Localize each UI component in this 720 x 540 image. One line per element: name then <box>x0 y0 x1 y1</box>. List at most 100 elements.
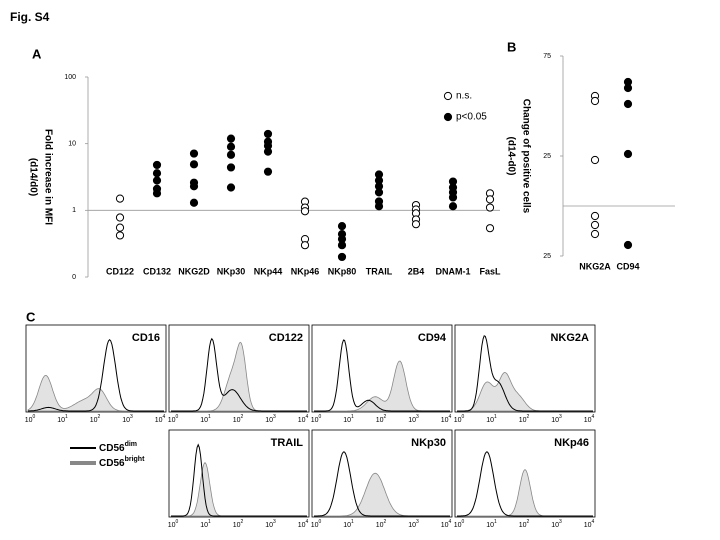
tick-exponent: 1 <box>351 414 354 420</box>
x-tick-label: 104 <box>298 414 309 424</box>
x-tick-label: 103 <box>551 519 562 529</box>
tick-exponent: 4 <box>163 414 166 420</box>
tick-exponent: 0 <box>33 414 36 420</box>
data-point <box>590 96 600 106</box>
x-tick-label: 103 <box>408 414 419 424</box>
data-point <box>590 211 600 221</box>
x-tick-label: NKG2A <box>579 261 611 271</box>
tick-exponent: 0 <box>462 414 465 420</box>
x-tick-label: 100 <box>311 519 322 529</box>
dim-histogram <box>314 451 450 517</box>
tick-exponent: 3 <box>416 519 419 525</box>
data-point <box>485 195 495 204</box>
data-point <box>115 231 125 240</box>
tick-exponent: 4 <box>306 414 309 420</box>
tick-exponent: 4 <box>592 414 595 420</box>
tick-base: 10 <box>168 522 176 529</box>
x-tick-label: 102 <box>376 414 387 424</box>
tick-base: 10 <box>122 417 130 424</box>
tick-base: 10 <box>519 522 527 529</box>
x-tick-label: 101 <box>343 414 354 424</box>
tick-exponent: 0 <box>319 414 322 420</box>
tick-base: 10 <box>90 417 98 424</box>
x-tick-label: NKp44 <box>254 266 283 276</box>
x-tick-label: 103 <box>122 414 133 424</box>
tick-base: 10 <box>454 417 462 424</box>
tick-base: 10 <box>343 522 351 529</box>
data-point <box>411 220 421 229</box>
x-tick-label: 103 <box>408 519 419 529</box>
dim-histogram <box>27 338 164 412</box>
x-tick-label: 100 <box>311 414 322 424</box>
tick-exponent: 2 <box>241 519 244 525</box>
data-point <box>623 99 633 109</box>
tick-base: 10 <box>551 417 559 424</box>
data-point <box>300 207 310 216</box>
data-point <box>189 198 199 207</box>
tick-exponent: 4 <box>449 519 452 525</box>
tick-base: 10 <box>551 522 559 529</box>
data-point <box>189 160 199 169</box>
y-axis-label: (d14/d0) <box>27 158 38 196</box>
data-point <box>485 203 495 212</box>
tick-base: 10 <box>298 522 306 529</box>
tick-exponent: 4 <box>592 519 595 525</box>
x-tick-label: 103 <box>265 414 276 424</box>
tick-base: 10 <box>486 522 494 529</box>
tick-exponent: 3 <box>559 519 562 525</box>
data-point <box>226 134 236 143</box>
data-point <box>485 224 495 233</box>
legend-label: CD56bright <box>99 456 145 469</box>
data-point <box>189 182 199 191</box>
x-tick-label: 102 <box>233 519 244 529</box>
x-tick-label: 100 <box>168 519 179 529</box>
data-point <box>115 213 125 222</box>
x-tick-label: 102 <box>233 414 244 424</box>
y-tick-label: 1 <box>72 207 76 214</box>
x-tick-label: 101 <box>57 414 68 424</box>
tick-base: 10 <box>168 417 176 424</box>
data-point <box>226 150 236 159</box>
y-tick-label: 75 <box>543 53 551 60</box>
panel-label: B <box>507 39 516 54</box>
tick-exponent: 3 <box>130 414 133 420</box>
tick-base: 10 <box>519 417 527 424</box>
tick-base: 10 <box>584 522 592 529</box>
tick-exponent: 3 <box>273 414 276 420</box>
data-point <box>263 147 273 156</box>
tick-exponent: 1 <box>208 414 211 420</box>
dim-histogram <box>314 339 450 412</box>
tick-base: 10 <box>441 522 449 529</box>
tick-exponent: 1 <box>351 519 354 525</box>
x-tick-label: 100 <box>454 414 465 424</box>
dim-histogram <box>171 443 307 517</box>
y-tick-label: 25 <box>543 253 551 260</box>
x-tick-label: 101 <box>486 414 497 424</box>
legend-marker <box>443 91 453 101</box>
tick-exponent: 3 <box>559 414 562 420</box>
tick-exponent: 0 <box>319 519 322 525</box>
tick-exponent: 4 <box>306 519 309 525</box>
tick-exponent: 2 <box>241 414 244 420</box>
tick-base: 10 <box>265 522 273 529</box>
tick-exponent: 3 <box>273 519 276 525</box>
histogram-name: CD16 <box>132 332 160 344</box>
data-point <box>152 189 162 198</box>
x-tick-label: 102 <box>519 414 530 424</box>
tick-base: 10 <box>408 417 416 424</box>
legend-sup: bright <box>125 456 145 463</box>
x-tick-label: 101 <box>486 519 497 529</box>
x-tick-label: 102 <box>90 414 101 424</box>
tick-base: 10 <box>311 522 319 529</box>
tick-exponent: 1 <box>494 519 497 525</box>
data-point <box>623 83 633 93</box>
y-tick-label: 10 <box>68 141 76 148</box>
x-tick-label: 2B4 <box>408 266 425 276</box>
dim-histogram <box>171 337 307 412</box>
tick-exponent: 2 <box>384 519 387 525</box>
tick-base: 10 <box>376 522 384 529</box>
legend-base: CD56 <box>99 458 125 469</box>
data-point <box>226 163 236 172</box>
x-tick-label: 104 <box>155 414 166 424</box>
y-tick-label: 25 <box>543 153 551 160</box>
